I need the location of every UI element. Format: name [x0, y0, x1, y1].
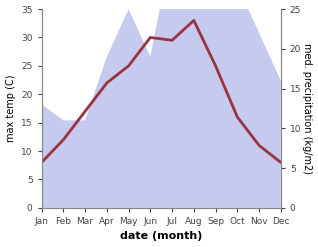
X-axis label: date (month): date (month) [120, 231, 203, 242]
Y-axis label: med. precipitation (kg/m2): med. precipitation (kg/m2) [302, 43, 313, 174]
Y-axis label: max temp (C): max temp (C) [5, 75, 16, 142]
